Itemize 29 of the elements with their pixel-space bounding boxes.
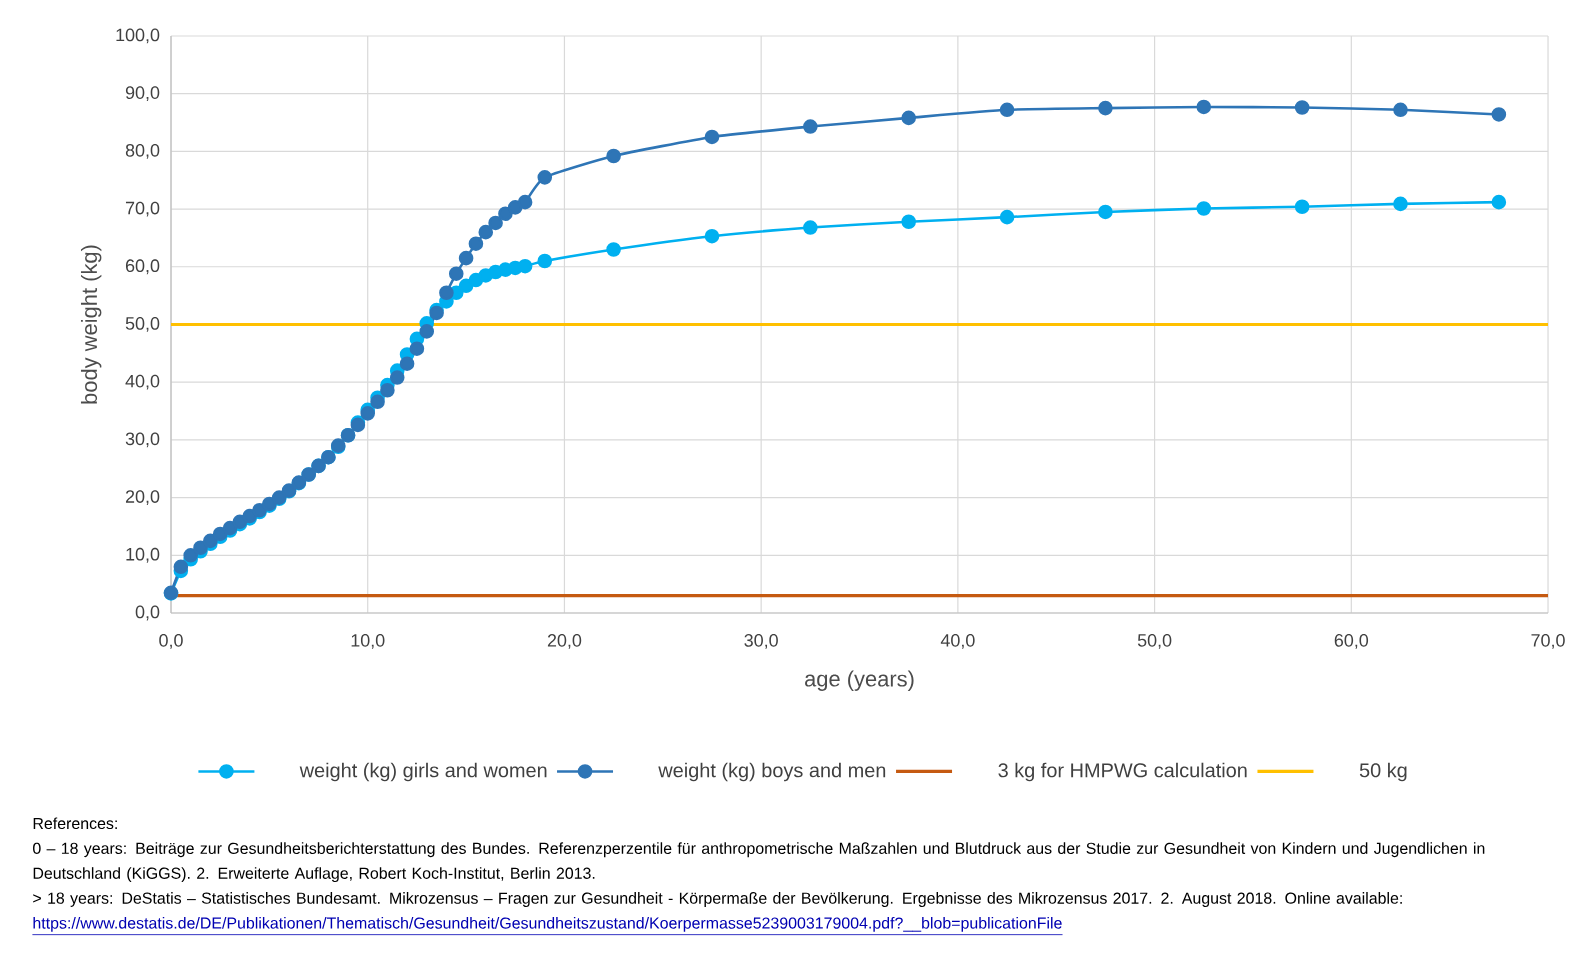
x-tick-label: 30,0 xyxy=(744,634,778,649)
y-tick-label: 30,0 xyxy=(125,432,160,448)
y-tick-label: 40,0 xyxy=(125,374,160,390)
text: > 18 years: DeStatis – Statistisches Bundesamt. Mikrozensus – Fragen zur Gesundheit - Körpermaße der Bevölkerung. Ergebnisse des Mikrozensus 2017. 2. August 2018. Online available: xyxy=(33,892,1402,907)
legend-label: 3 kg for HMPWG calculation xyxy=(998,762,1247,782)
x-tick-label: 0,0 xyxy=(159,634,183,649)
y-tick-label: 20,0 xyxy=(125,490,160,505)
x-tick-label: 60,0 xyxy=(1334,634,1369,649)
legend-label: weight (kg) girls and women xyxy=(299,762,547,782)
y-tick-label: 50,0 xyxy=(125,317,160,332)
x-axis-title: age (years) xyxy=(805,670,914,691)
x-tick-label: 70,0 xyxy=(1531,634,1565,649)
y-tick-label: 100,0 xyxy=(116,28,160,44)
y-tick-label: 0,0 xyxy=(135,605,160,621)
legend-label: 50 kg xyxy=(1359,762,1407,782)
text: 0 – 18 years: Beiträge zur Gesundheitsberichterstattung des Bundes. Referenzperzentile für anthropometrische Maßzahlen und Blutdruck aus der Studie zur Gesundheit von Kindern und Jugendlichen in Deutschland (KiGGS). 2. Erweiterte Auflage, Robert Koch-Institut, Berlin 2013. xyxy=(33,842,1485,883)
legend-label: weight (kg) boys and men xyxy=(658,762,886,782)
x-tick-label: 40,0 xyxy=(940,634,975,649)
x-tick-label: 10,0 xyxy=(351,634,385,649)
y-tick-label: 70,0 xyxy=(125,201,160,217)
x-tick-label: 50,0 xyxy=(1137,634,1172,649)
y-tick-label: 60,0 xyxy=(125,259,160,275)
y-tick-label: 80,0 xyxy=(125,143,160,159)
y-axis-title: body weight (kg) xyxy=(80,245,102,404)
y-tick-label: 10,0 xyxy=(126,547,160,563)
x-tick-label: 20,0 xyxy=(547,634,582,649)
text: https://www.destatis.de/DE/Publikationen/Thematisch/Gesundheit/Gesundheitszustand/Koerpermasse5239003179004.pdf?__blob=publicationFile xyxy=(33,916,1062,932)
y-tick-label: 90,0 xyxy=(125,86,160,102)
text: References: xyxy=(33,817,117,830)
